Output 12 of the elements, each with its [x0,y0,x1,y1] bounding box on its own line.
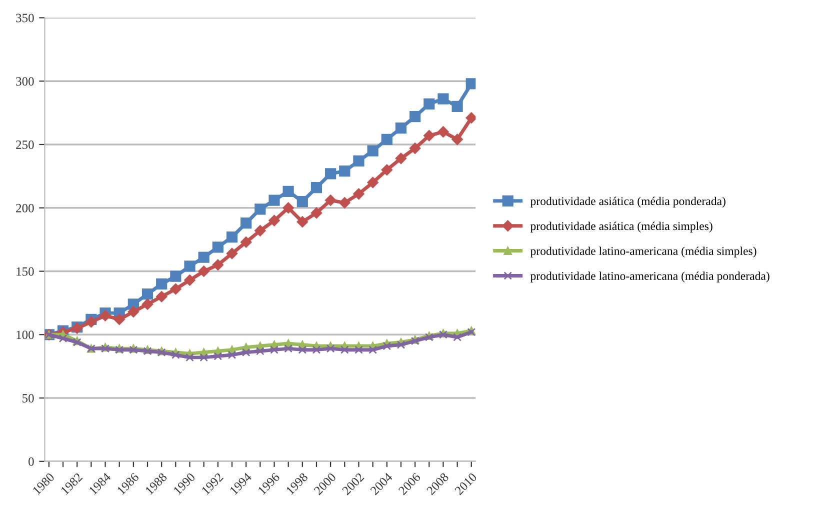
y-tick-label: 50 [22,394,34,402]
legend-label: produtividade latino-americana (média ponderada) [530,272,770,282]
legend-label: produtividade asiática (média simples) [530,222,712,232]
y-tick-label: 0 [28,457,34,466]
y-tick-label: 350 [16,14,34,22]
y-tick-label: 300 [16,77,34,86]
y-tick-label: 100 [16,330,34,340]
y-tick-label: 250 [16,140,34,149]
legend-label: produtividade latino-americana (média simples) [530,246,756,258]
y-tick-label: 150 [16,267,34,276]
legend-label: produtividade asiática (média ponderada) [530,196,726,208]
y-tick-label: 200 [16,204,34,212]
